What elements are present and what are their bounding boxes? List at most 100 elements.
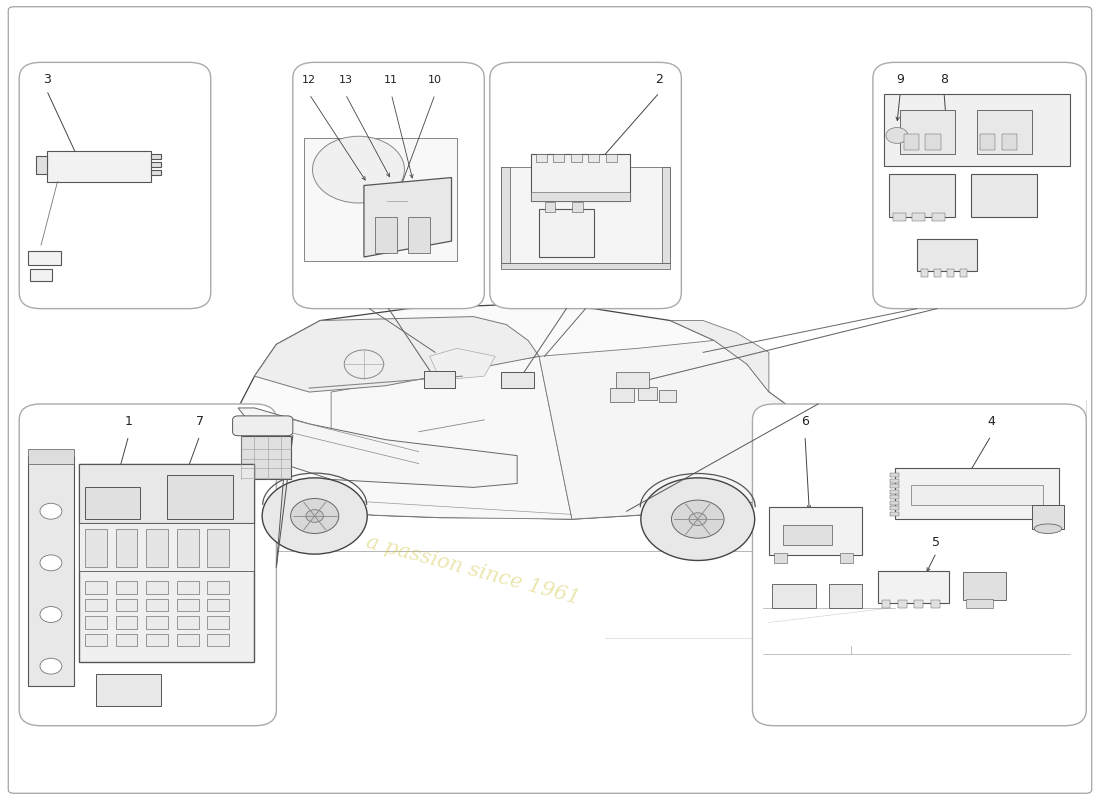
Bar xyxy=(912,214,925,222)
Bar xyxy=(977,110,1032,154)
Bar xyxy=(30,269,52,281)
Bar xyxy=(167,475,232,519)
Bar xyxy=(28,450,74,463)
Bar xyxy=(85,634,107,646)
Bar xyxy=(208,616,229,629)
Bar xyxy=(980,134,996,150)
Bar xyxy=(606,154,617,162)
Bar xyxy=(500,262,670,269)
FancyBboxPatch shape xyxy=(19,404,276,726)
Text: a passion since 1961: a passion since 1961 xyxy=(364,533,582,609)
Bar xyxy=(638,387,658,400)
Circle shape xyxy=(641,478,755,561)
Circle shape xyxy=(40,503,62,519)
Bar xyxy=(571,154,582,162)
Circle shape xyxy=(312,136,405,203)
FancyBboxPatch shape xyxy=(232,416,293,436)
Circle shape xyxy=(290,498,339,534)
Circle shape xyxy=(886,127,907,143)
Bar xyxy=(35,156,46,174)
Bar xyxy=(177,529,199,567)
Bar xyxy=(890,495,899,499)
Circle shape xyxy=(689,513,706,526)
Bar xyxy=(1032,505,1065,529)
Bar xyxy=(890,506,899,510)
Text: 10: 10 xyxy=(428,75,442,85)
Bar xyxy=(947,269,954,277)
Bar xyxy=(241,436,290,479)
Text: 2: 2 xyxy=(656,74,663,86)
Bar xyxy=(500,167,509,262)
Bar xyxy=(900,110,955,154)
Bar xyxy=(500,167,670,262)
Text: 12: 12 xyxy=(302,75,317,85)
Bar xyxy=(553,154,564,162)
Bar xyxy=(892,214,905,222)
Bar xyxy=(146,634,168,646)
Bar xyxy=(116,634,138,646)
Circle shape xyxy=(40,606,62,622)
Bar xyxy=(85,581,107,594)
Bar xyxy=(1002,134,1018,150)
Bar xyxy=(85,487,140,519)
FancyBboxPatch shape xyxy=(752,404,1087,726)
Bar xyxy=(46,151,151,182)
Bar xyxy=(116,581,138,594)
Text: 7: 7 xyxy=(196,415,204,428)
Bar xyxy=(304,138,456,261)
FancyBboxPatch shape xyxy=(293,62,484,309)
Bar xyxy=(116,616,138,629)
Bar xyxy=(971,174,1037,218)
Bar xyxy=(177,616,199,629)
Text: 5: 5 xyxy=(933,537,940,550)
Bar xyxy=(572,202,583,212)
Circle shape xyxy=(306,510,323,522)
Bar xyxy=(146,616,168,629)
Polygon shape xyxy=(430,348,495,380)
Bar xyxy=(616,372,649,388)
Bar xyxy=(659,390,675,402)
Bar xyxy=(85,598,107,611)
Bar xyxy=(116,529,138,567)
FancyBboxPatch shape xyxy=(873,62,1087,309)
Bar xyxy=(960,269,967,277)
Bar xyxy=(531,192,630,202)
Bar xyxy=(539,210,594,257)
Polygon shape xyxy=(364,178,451,257)
Bar xyxy=(829,584,862,608)
Bar xyxy=(146,581,168,594)
Bar xyxy=(177,634,199,646)
Bar xyxy=(208,634,229,646)
Bar xyxy=(28,250,60,265)
Polygon shape xyxy=(331,356,572,519)
Bar xyxy=(146,529,168,567)
Polygon shape xyxy=(254,317,539,392)
Bar xyxy=(531,154,630,202)
FancyBboxPatch shape xyxy=(9,6,1091,794)
Bar xyxy=(911,485,1043,505)
Bar xyxy=(890,501,899,505)
Text: 13: 13 xyxy=(339,75,352,85)
Polygon shape xyxy=(670,321,769,392)
Text: 4: 4 xyxy=(987,415,996,428)
Bar xyxy=(966,598,993,608)
Circle shape xyxy=(386,194,408,210)
Bar xyxy=(934,269,940,277)
Bar xyxy=(881,600,890,608)
Bar xyxy=(151,170,162,175)
Bar xyxy=(916,238,977,270)
Bar xyxy=(890,473,899,477)
Text: 6: 6 xyxy=(801,415,808,428)
Bar xyxy=(375,218,397,253)
Polygon shape xyxy=(539,341,824,519)
Bar xyxy=(544,202,556,212)
Bar xyxy=(79,523,254,571)
Bar xyxy=(883,94,1070,166)
Bar xyxy=(79,463,254,523)
Text: 11: 11 xyxy=(384,75,398,85)
Bar xyxy=(898,600,906,608)
Bar xyxy=(177,581,199,594)
Bar xyxy=(889,174,955,218)
Bar xyxy=(769,507,862,555)
Polygon shape xyxy=(232,305,824,519)
